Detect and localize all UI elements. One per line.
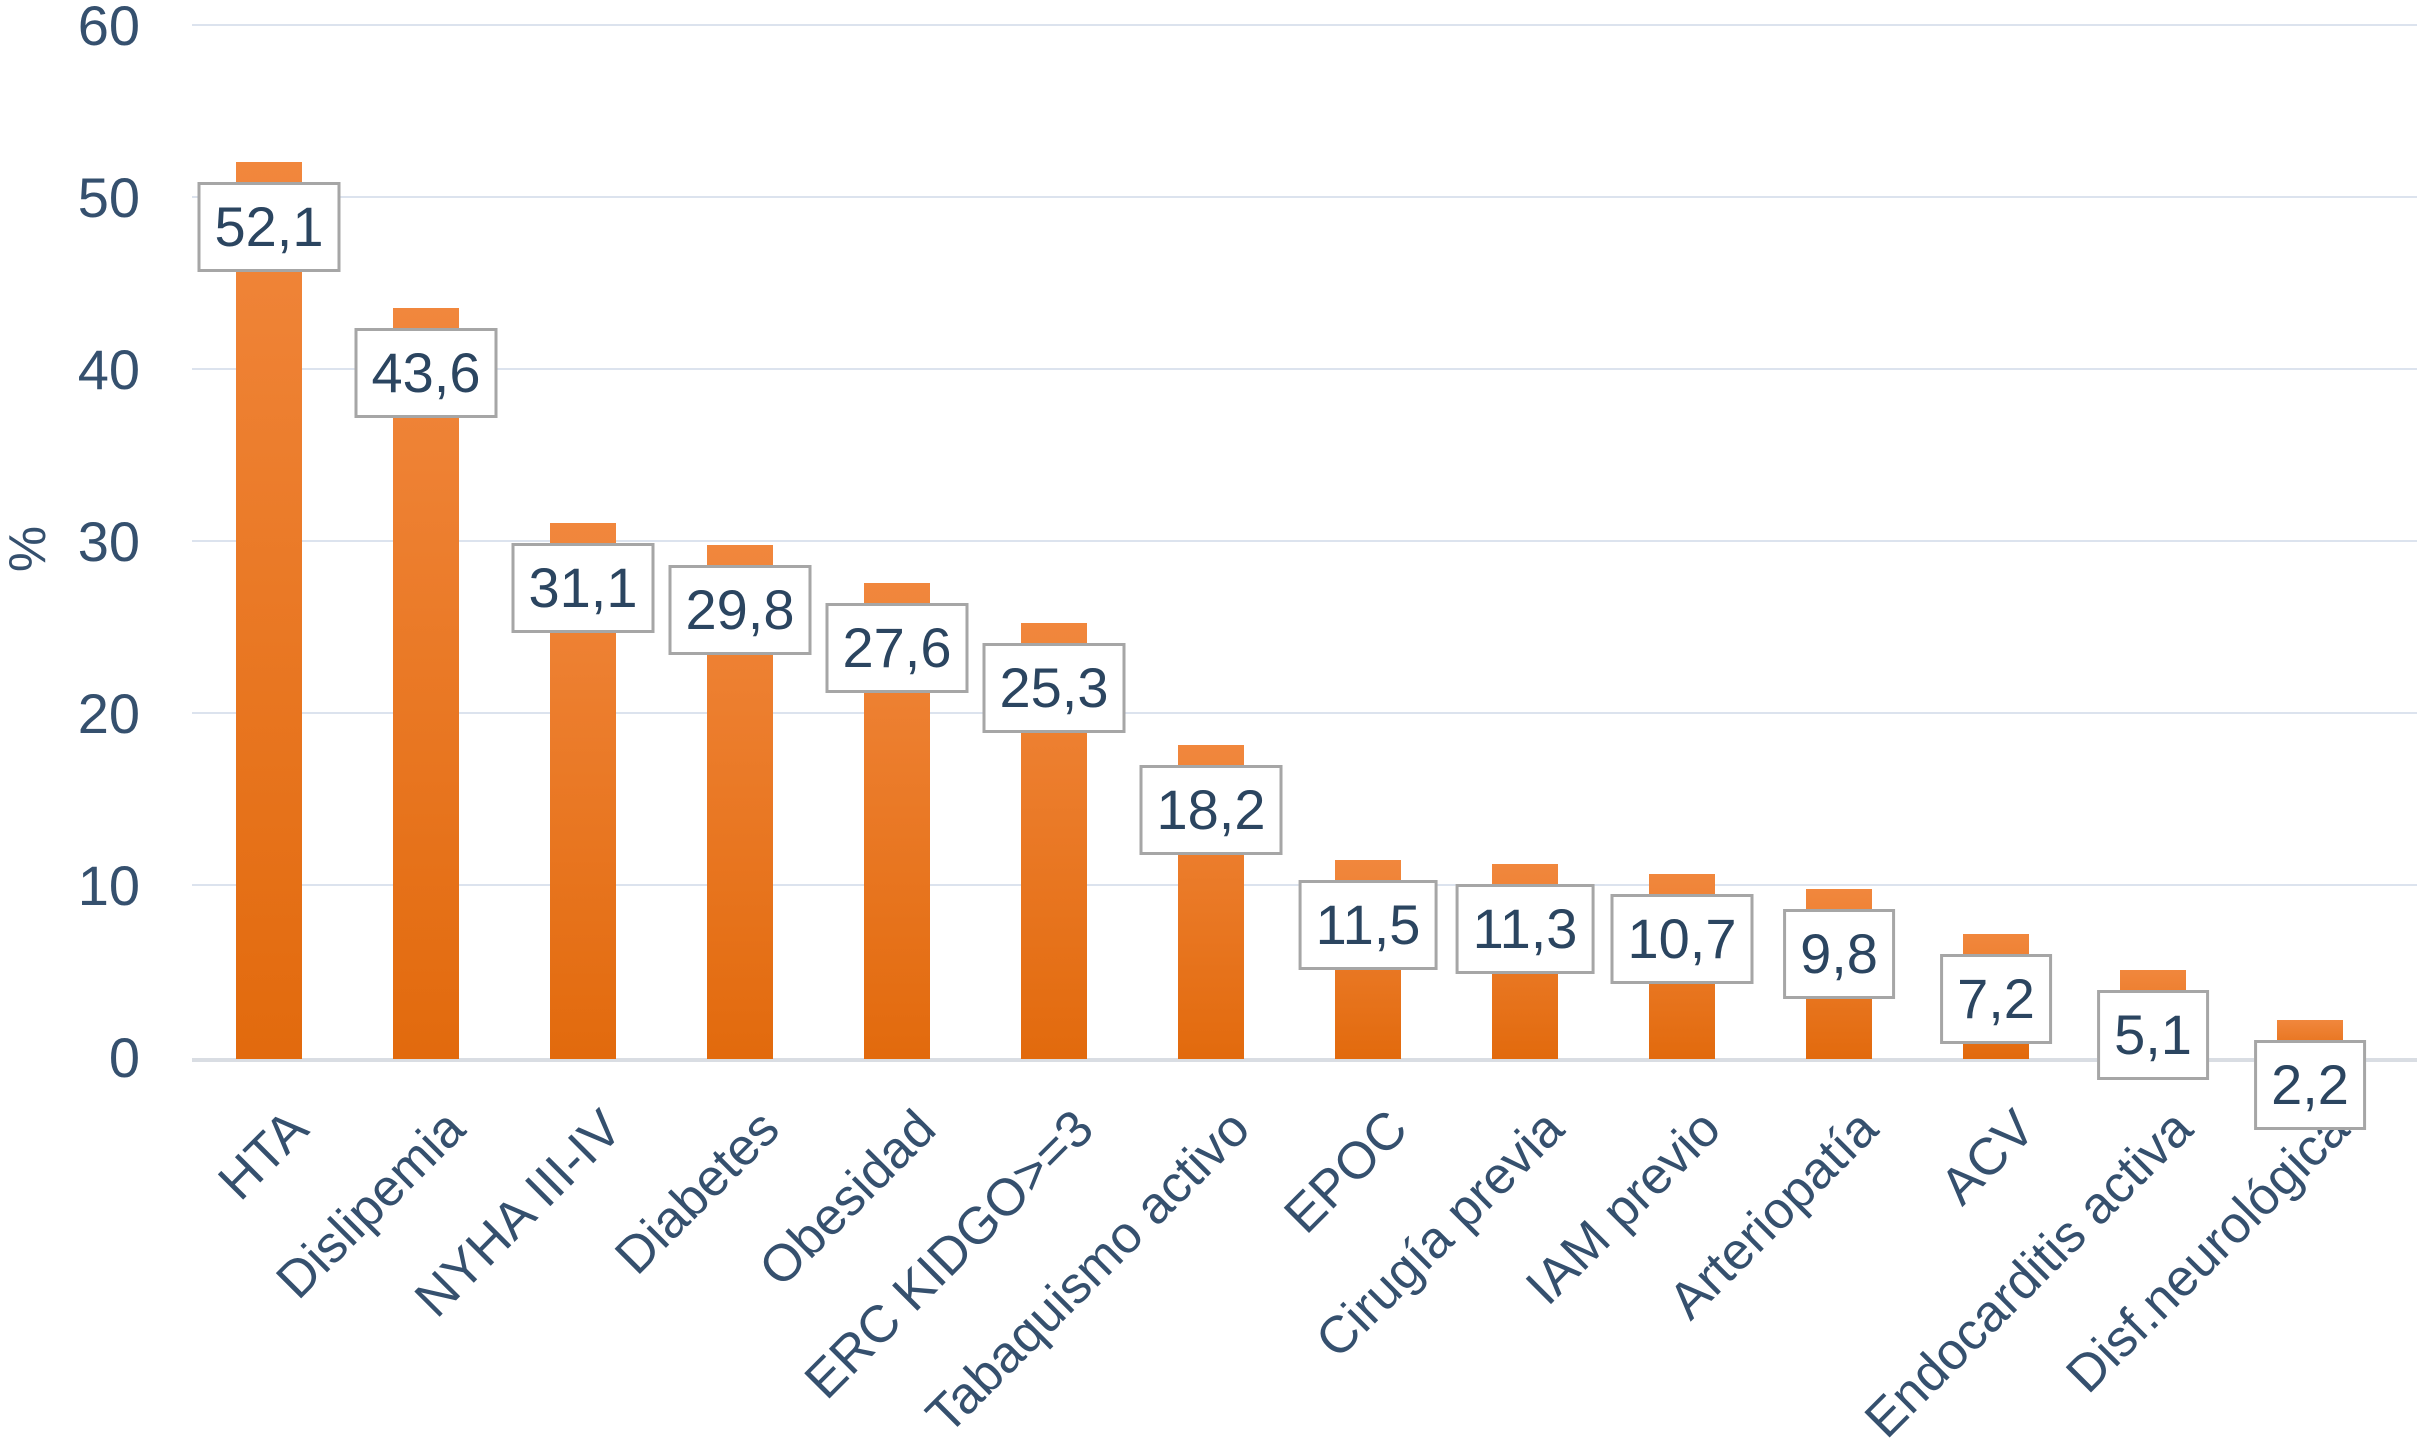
x-category-label: ACV	[1929, 1099, 2047, 1216]
value-label: 7,2	[1940, 954, 2052, 1045]
gridline	[192, 24, 2417, 26]
value-label: 10,7	[1610, 893, 1754, 984]
x-category-label: ERC KIDGO>=3	[793, 1099, 1105, 1411]
y-axis-title: %	[0, 525, 57, 573]
value-label: 18,2	[1139, 764, 1283, 855]
y-tick-label: 60	[77, 0, 140, 57]
value-label: 43,6	[354, 328, 498, 419]
gridline	[192, 540, 2417, 542]
value-label: 9,8	[1783, 909, 1895, 1000]
y-tick-label: 10	[77, 854, 140, 917]
bar	[236, 161, 302, 1059]
value-label: 25,3	[982, 642, 1126, 733]
value-label: 31,1	[511, 543, 655, 634]
y-tick-label: 40	[77, 338, 140, 401]
value-label: 52,1	[197, 181, 341, 272]
y-tick-label: 20	[77, 682, 140, 745]
value-label: 29,8	[668, 565, 812, 656]
y-tick-label: 30	[77, 510, 140, 573]
gridline	[192, 712, 2417, 714]
value-label: 5,1	[2097, 990, 2209, 1081]
value-label: 11,5	[1298, 880, 1438, 971]
y-tick-label: 50	[77, 166, 140, 229]
value-label: 27,6	[825, 603, 969, 694]
value-label: 11,3	[1455, 883, 1595, 974]
x-category-label: Disf.neurológica	[2055, 1099, 2361, 1404]
x-axis-line	[192, 1058, 2417, 1062]
bar	[393, 308, 459, 1059]
x-category-label: HTA	[207, 1099, 320, 1212]
y-tick-label: 0	[108, 1026, 140, 1089]
value-label: 2,2	[2254, 1040, 2366, 1131]
gridline	[192, 368, 2417, 370]
gridline	[192, 196, 2417, 198]
x-category-label: EPOC	[1273, 1099, 1419, 1245]
